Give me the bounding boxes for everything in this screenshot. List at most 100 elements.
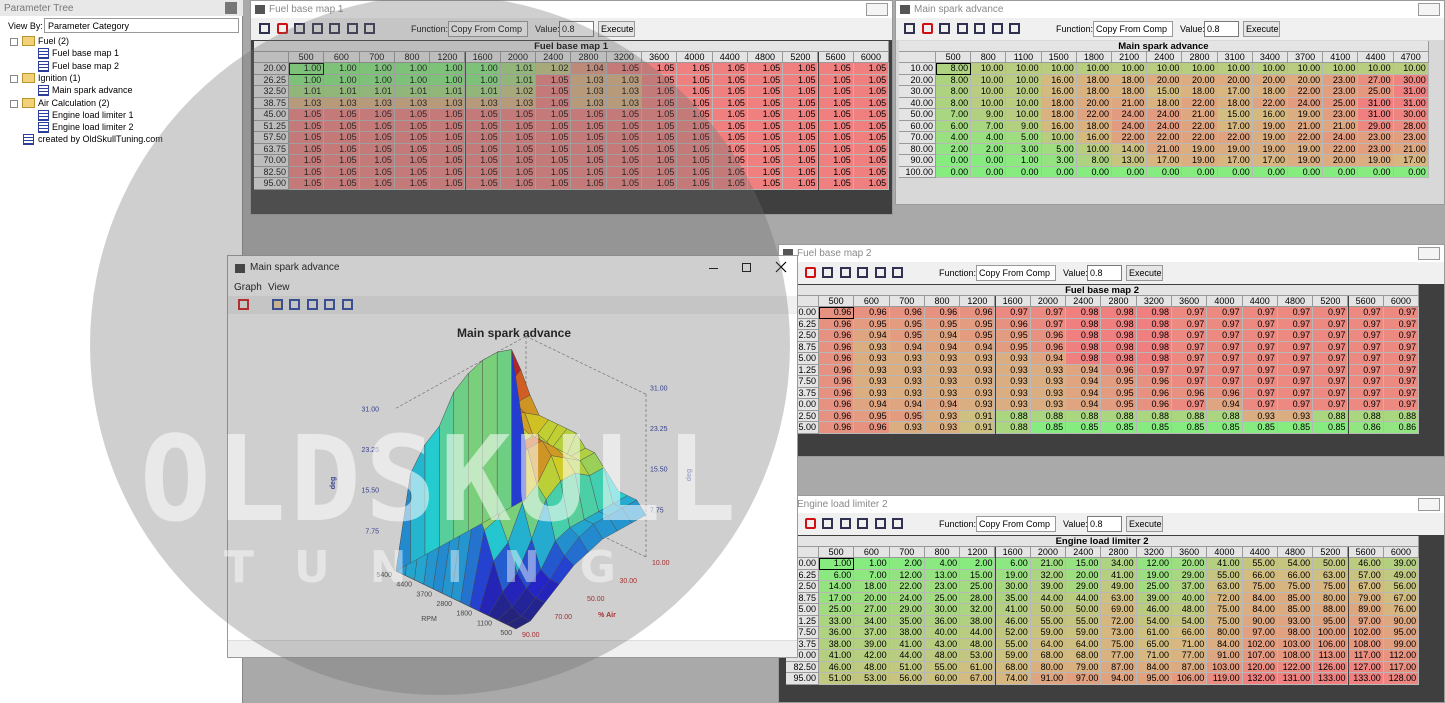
cell[interactable]: 0.97: [1172, 376, 1208, 388]
cell[interactable]: 0.94: [924, 330, 961, 342]
function-select[interactable]: Copy From Comp: [448, 21, 528, 37]
cell[interactable]: 0.97: [1207, 376, 1243, 388]
cell[interactable]: 1.05: [394, 132, 431, 144]
cell[interactable]: 23.00: [1358, 143, 1394, 155]
cell[interactable]: 85.00: [1277, 592, 1314, 604]
close-button[interactable]: [1418, 247, 1440, 260]
execute-button[interactable]: Execute: [1126, 516, 1163, 532]
cell[interactable]: 1.01: [394, 86, 431, 98]
toolbar-balance[interactable]: [839, 518, 851, 529]
cell[interactable]: 1.05: [642, 63, 678, 75]
cell[interactable]: 1.05: [642, 166, 678, 178]
cell[interactable]: 5.00: [1006, 132, 1042, 144]
cell[interactable]: 1.05: [783, 86, 819, 98]
cell[interactable]: 24.00: [1288, 97, 1324, 109]
cell[interactable]: 0.97: [1313, 307, 1349, 319]
cell[interactable]: 1.05: [783, 178, 819, 190]
cell[interactable]: 74.00: [995, 673, 1031, 685]
cell[interactable]: 0.93: [854, 364, 890, 376]
cell[interactable]: 1.05: [783, 63, 819, 75]
cell[interactable]: 10.00: [1393, 63, 1429, 75]
cell[interactable]: 0.00: [1217, 166, 1253, 178]
cell[interactable]: 0.95: [889, 410, 925, 422]
cell[interactable]: 0.93: [924, 387, 961, 399]
cell[interactable]: 1.01: [289, 86, 325, 98]
cell[interactable]: 17.00: [819, 592, 855, 604]
cell[interactable]: 1.05: [289, 155, 325, 167]
cell[interactable]: 0.94: [889, 341, 925, 353]
cell[interactable]: 1.05: [500, 109, 537, 121]
execute-button[interactable]: Execute: [1243, 21, 1280, 37]
toolbar-flag[interactable]: [329, 23, 340, 34]
cell[interactable]: 19.00: [1182, 143, 1218, 155]
cell[interactable]: 75.00: [1207, 604, 1243, 616]
cell[interactable]: 1.05: [359, 178, 395, 190]
cell[interactable]: 1.05: [430, 132, 466, 144]
value-input[interactable]: 0.8: [1087, 265, 1122, 281]
cell[interactable]: 1.05: [324, 166, 360, 178]
cell[interactable]: 0.96: [924, 307, 961, 319]
cell[interactable]: 1.05: [712, 143, 748, 155]
cell[interactable]: 0.97: [1207, 318, 1243, 330]
cell[interactable]: 1.05: [677, 143, 713, 155]
cell[interactable]: 46.00: [819, 661, 855, 673]
cell[interactable]: 1.05: [394, 120, 431, 132]
cell[interactable]: 1.05: [359, 109, 395, 121]
cell[interactable]: 24.00: [1147, 109, 1183, 121]
cell[interactable]: 1.05: [853, 74, 890, 86]
cell[interactable]: 0.93: [854, 376, 890, 388]
cell[interactable]: 0.96: [1172, 387, 1208, 399]
cell[interactable]: 29.00: [1066, 581, 1102, 593]
cell[interactable]: 14.00: [819, 581, 855, 593]
cell[interactable]: 106.00: [1172, 673, 1208, 685]
cell[interactable]: 0.96: [1136, 387, 1172, 399]
cell[interactable]: 1.05: [394, 155, 431, 167]
cell[interactable]: 39.00: [854, 638, 890, 650]
tree-item[interactable]: Engine load limiter 1: [52, 109, 134, 120]
cell[interactable]: 79.00: [1066, 661, 1102, 673]
graph-tool-close[interactable]: [238, 299, 249, 310]
cell[interactable]: 117.00: [1383, 661, 1420, 673]
cell[interactable]: 90.00: [1242, 615, 1278, 627]
cell[interactable]: 19.00: [1182, 155, 1218, 167]
cell[interactable]: 1.03: [289, 97, 325, 109]
cell[interactable]: 19.00: [995, 569, 1031, 581]
cell[interactable]: 0.97: [1313, 318, 1349, 330]
cell[interactable]: 0.97: [1383, 341, 1420, 353]
cell[interactable]: 1.05: [853, 109, 890, 121]
cell[interactable]: 0.00: [1147, 166, 1183, 178]
cell[interactable]: 0.88: [995, 410, 1031, 422]
cell[interactable]: 1.05: [465, 109, 501, 121]
cell[interactable]: 55.00: [1066, 615, 1102, 627]
cell[interactable]: 1.05: [465, 132, 501, 144]
cell[interactable]: 1.05: [747, 63, 784, 75]
cell[interactable]: 0.96: [1030, 341, 1067, 353]
cell[interactable]: 0.97: [1277, 399, 1314, 411]
cell[interactable]: 0.97: [1207, 353, 1243, 365]
execute-button[interactable]: Execute: [1126, 265, 1163, 281]
cell[interactable]: 1.05: [783, 166, 819, 178]
cell[interactable]: 1.00: [359, 63, 395, 75]
cell[interactable]: 8.00: [936, 63, 972, 75]
cell[interactable]: 25.00: [1358, 86, 1394, 98]
close-button[interactable]: [1418, 3, 1440, 16]
cell[interactable]: 6.00: [995, 558, 1031, 570]
toolbar-cut[interactable]: [874, 518, 886, 529]
cell[interactable]: 54.00: [1277, 558, 1314, 570]
cell[interactable]: 0.97: [1313, 341, 1349, 353]
cell[interactable]: 2.00: [889, 558, 925, 570]
cell[interactable]: 18.00: [1112, 74, 1148, 86]
cell[interactable]: 1.03: [571, 97, 607, 109]
cell[interactable]: 48.00: [1172, 604, 1208, 616]
cell[interactable]: 1.05: [747, 143, 784, 155]
cell[interactable]: 1.03: [394, 97, 431, 109]
cell[interactable]: 0.95: [889, 318, 925, 330]
menu-item[interactable]: View: [268, 282, 290, 293]
cell[interactable]: 1.05: [289, 120, 325, 132]
cell[interactable]: 0.97: [1348, 364, 1384, 376]
cell[interactable]: 30.00: [924, 604, 961, 616]
cell[interactable]: 7.00: [971, 120, 1007, 132]
cell[interactable]: 1.01: [500, 63, 537, 75]
cell[interactable]: 1.05: [677, 74, 713, 86]
cell[interactable]: 0.95: [889, 330, 925, 342]
